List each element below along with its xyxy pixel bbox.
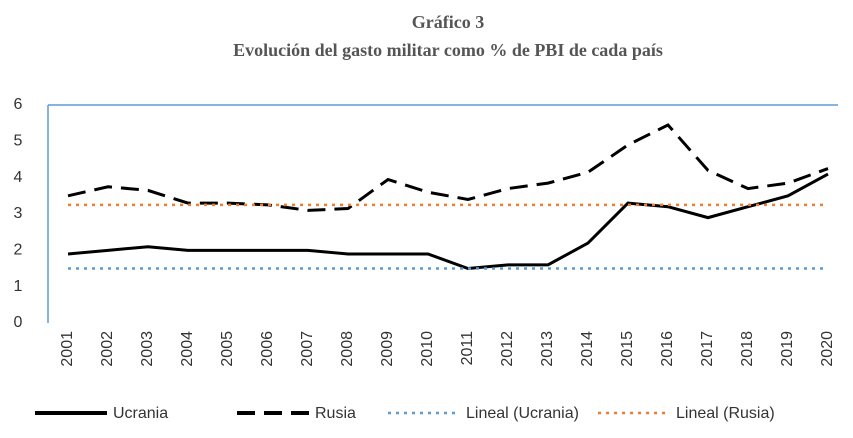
x-tick-label: 2012 — [499, 331, 516, 367]
y-tick-label: 2 — [14, 242, 23, 259]
x-tick-label: 2006 — [259, 331, 276, 367]
y-tick-label: 5 — [14, 133, 23, 150]
x-tick-label: 2004 — [179, 331, 196, 367]
x-tick-label: 2019 — [779, 331, 796, 367]
x-tick-label: 2009 — [379, 331, 396, 367]
x-tick-label: 2018 — [739, 331, 756, 367]
series-line — [67, 172, 829, 271]
chart-subtitle: Evolución del gasto militar como % de PB… — [233, 40, 663, 60]
x-tick-label: 2003 — [139, 331, 156, 367]
x-tick-label: 2001 — [59, 331, 76, 367]
legend-label: Ucrania — [113, 405, 168, 422]
legend-label: Lineal (Ucrania) — [466, 405, 579, 422]
x-tick-label: 2010 — [419, 331, 436, 367]
series-line — [67, 123, 829, 212]
chart-title: Gráfico 3 — [412, 12, 484, 32]
legend-label: Rusia — [315, 405, 356, 422]
x-tick-label: 2017 — [699, 331, 716, 367]
x-tick-label: 2013 — [539, 331, 556, 367]
y-tick-label: 6 — [14, 96, 23, 113]
x-tick-label: 2020 — [819, 331, 836, 367]
x-tick-label: 2011 — [459, 331, 476, 366]
x-tick-label: 2016 — [659, 331, 676, 367]
x-tick-label: 2008 — [339, 331, 356, 367]
legend-label: Lineal (Rusia) — [676, 405, 775, 422]
y-tick-label: 0 — [14, 314, 23, 331]
x-tick-label: 2002 — [99, 331, 116, 367]
x-tick-label: 2007 — [299, 331, 316, 367]
x-tick-label: 2005 — [219, 331, 236, 367]
x-tick-label: 2015 — [619, 331, 636, 367]
y-tick-label: 1 — [14, 278, 23, 295]
y-tick-label: 4 — [14, 169, 23, 186]
x-tick-label: 2014 — [579, 331, 596, 367]
y-tick-label: 3 — [14, 205, 23, 222]
